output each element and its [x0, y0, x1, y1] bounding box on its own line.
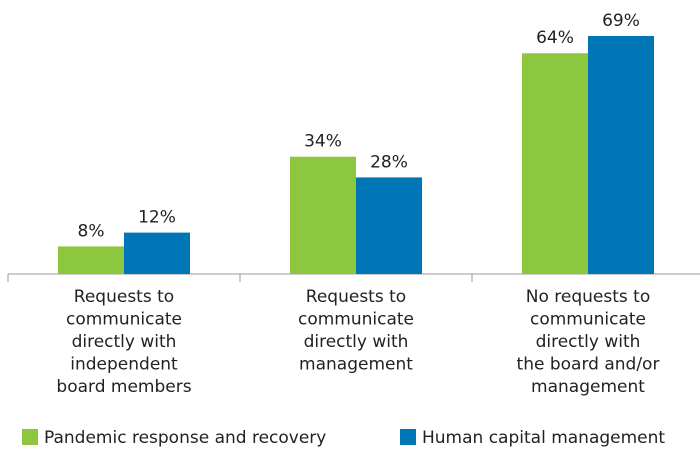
value-label: 69% [602, 11, 640, 31]
legend-label: Pandemic response and recovery [44, 428, 326, 448]
bar [290, 156, 356, 274]
bar [588, 36, 654, 274]
x-tick-label: No requests to communicate directly with th… [517, 287, 660, 397]
value-label: 12% [138, 208, 176, 228]
legend-swatch [400, 429, 416, 445]
x-tick-label: Requests to communicate directly with indep… [56, 287, 191, 397]
legend-swatch [22, 429, 38, 445]
bar [58, 246, 124, 274]
value-label: 28% [370, 152, 408, 172]
legend-label: Human capital management [422, 428, 665, 448]
bar [522, 53, 588, 275]
value-label: 8% [78, 221, 105, 241]
x-tick-label: Requests to communicate directly with manag… [298, 287, 414, 375]
bar [356, 177, 422, 274]
value-label: 64% [536, 28, 574, 48]
bar [124, 232, 190, 274]
value-label: 34% [304, 132, 342, 152]
